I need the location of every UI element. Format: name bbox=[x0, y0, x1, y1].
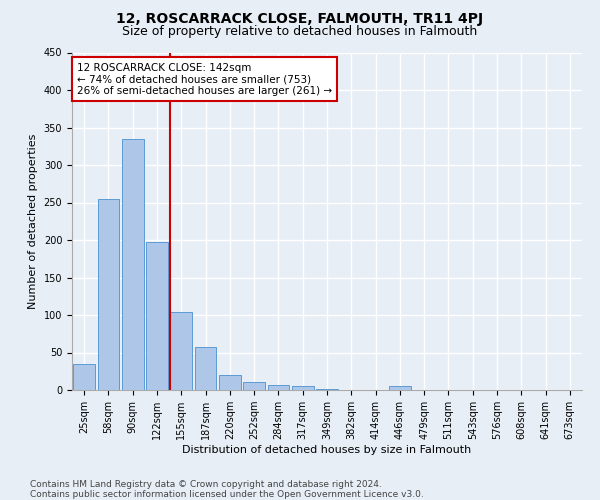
Bar bbox=[316, 388, 338, 390]
Text: Contains HM Land Registry data © Crown copyright and database right 2024.
Contai: Contains HM Land Registry data © Crown c… bbox=[30, 480, 424, 499]
Bar bbox=[122, 138, 143, 390]
X-axis label: Distribution of detached houses by size in Falmouth: Distribution of detached houses by size … bbox=[182, 445, 472, 455]
Bar bbox=[219, 375, 241, 390]
Text: Size of property relative to detached houses in Falmouth: Size of property relative to detached ho… bbox=[122, 25, 478, 38]
Bar bbox=[97, 198, 119, 390]
Bar bbox=[73, 364, 95, 390]
Text: 12 ROSCARRACK CLOSE: 142sqm
← 74% of detached houses are smaller (753)
26% of se: 12 ROSCARRACK CLOSE: 142sqm ← 74% of det… bbox=[77, 62, 332, 96]
Bar bbox=[268, 385, 289, 390]
Text: 12, ROSCARRACK CLOSE, FALMOUTH, TR11 4PJ: 12, ROSCARRACK CLOSE, FALMOUTH, TR11 4PJ bbox=[116, 12, 484, 26]
Bar bbox=[292, 386, 314, 390]
Y-axis label: Number of detached properties: Number of detached properties bbox=[28, 134, 38, 309]
Bar bbox=[170, 312, 192, 390]
Bar bbox=[389, 386, 411, 390]
Bar bbox=[146, 242, 168, 390]
Bar bbox=[194, 347, 217, 390]
Bar bbox=[243, 382, 265, 390]
